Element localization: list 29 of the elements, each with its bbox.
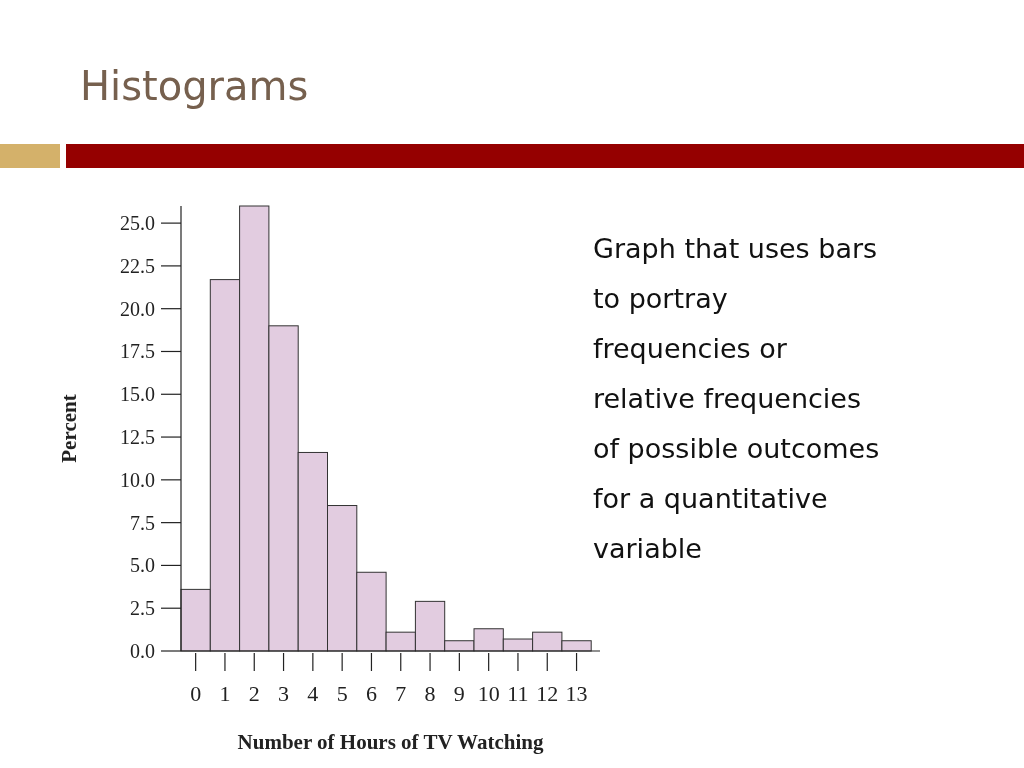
x-tick-label: 0 [190, 681, 202, 706]
y-tick-label: 17.5 [120, 340, 155, 363]
x-tick-label: 13 [565, 681, 588, 706]
y-tick-label: 25.0 [120, 212, 155, 235]
x-tick-label: 11 [507, 681, 529, 706]
y-tick-label: 7.5 [130, 511, 155, 534]
x-tick-label: 7 [395, 681, 407, 706]
y-tick-label: 10.0 [120, 468, 155, 491]
x-tick-label: 5 [336, 681, 348, 706]
x-tick-label: 9 [453, 681, 465, 706]
y-axis-title: Percent [57, 394, 81, 463]
x-tick-label: 4 [307, 681, 319, 706]
x-axis-title: Number of Hours of TV Watching [237, 730, 544, 754]
y-tick-label: 22.5 [120, 254, 155, 277]
x-tick-label: 12 [536, 681, 559, 706]
y-tick-label: 2.5 [130, 597, 155, 620]
chart-title: Histograms [80, 63, 309, 109]
x-tick-label: 6 [365, 681, 377, 706]
x-tick-label: 3 [278, 681, 290, 706]
x-tick-label: 2 [248, 681, 260, 706]
annotation: Graph that uses bars to portray frequencies or relative frequencies of possible outcomes for a quantitative variable [593, 233, 880, 564]
x-tick-label: 8 [424, 681, 436, 706]
y-tick-label: 20.0 [120, 297, 155, 320]
y-tick-label: 5.0 [130, 554, 155, 577]
y-tick-label: 15.0 [120, 383, 155, 406]
y-tick-label: 0.0 [130, 640, 155, 662]
x-tick-label: 10 [477, 681, 500, 706]
x-tick-label: 1 [219, 681, 231, 706]
y-tick-label: 12.5 [120, 426, 155, 449]
